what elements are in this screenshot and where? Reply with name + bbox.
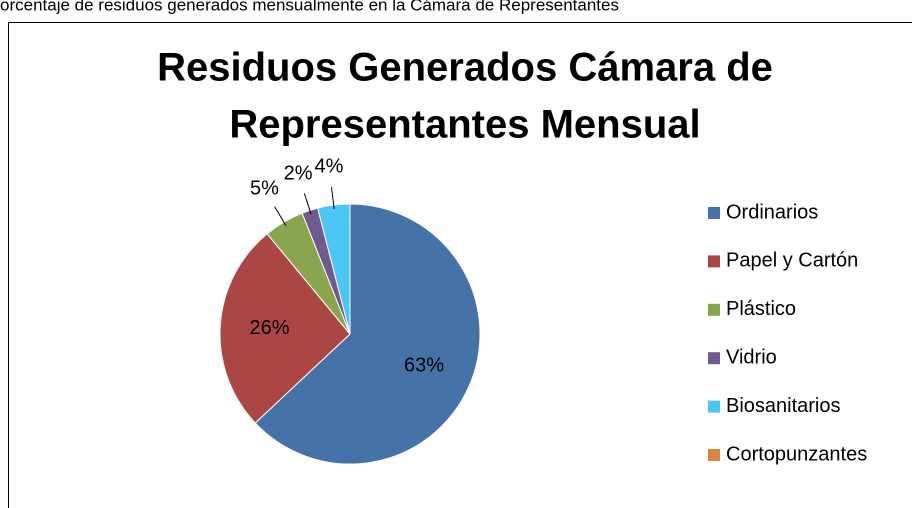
data-label: 4% [314,156,343,178]
leader-line [274,206,287,226]
pie-slice [219,233,351,424]
chart-title: Residuos Generados Cámara de [157,46,773,90]
data-label: 5% [250,178,279,200]
data-label: 63% [404,354,444,376]
legend-label: Biosanitarios [726,395,841,417]
legend-swatch [708,352,720,365]
legend-label: Papel y Cartón [726,250,858,272]
legend-label: Plástico [726,298,796,320]
data-label: 2% [284,163,313,185]
legend-swatch [708,449,720,461]
legend-swatch [708,207,720,219]
legend-swatch [708,255,720,268]
data-label: 26% [250,317,290,339]
legend-swatch [708,303,720,316]
chart-title: Representantes Mensual [229,103,700,147]
legend-label: Cortopunzantes [726,443,867,465]
legend-label: Vidrio [726,346,777,368]
leader-line [303,193,312,215]
pie-slice [254,203,481,465]
legend-label: Ordinarios [726,201,818,223]
legend-swatch [708,400,720,413]
caption: orcentaje de residuos generados mensualm… [0,0,619,14]
leader-line [330,187,335,210]
